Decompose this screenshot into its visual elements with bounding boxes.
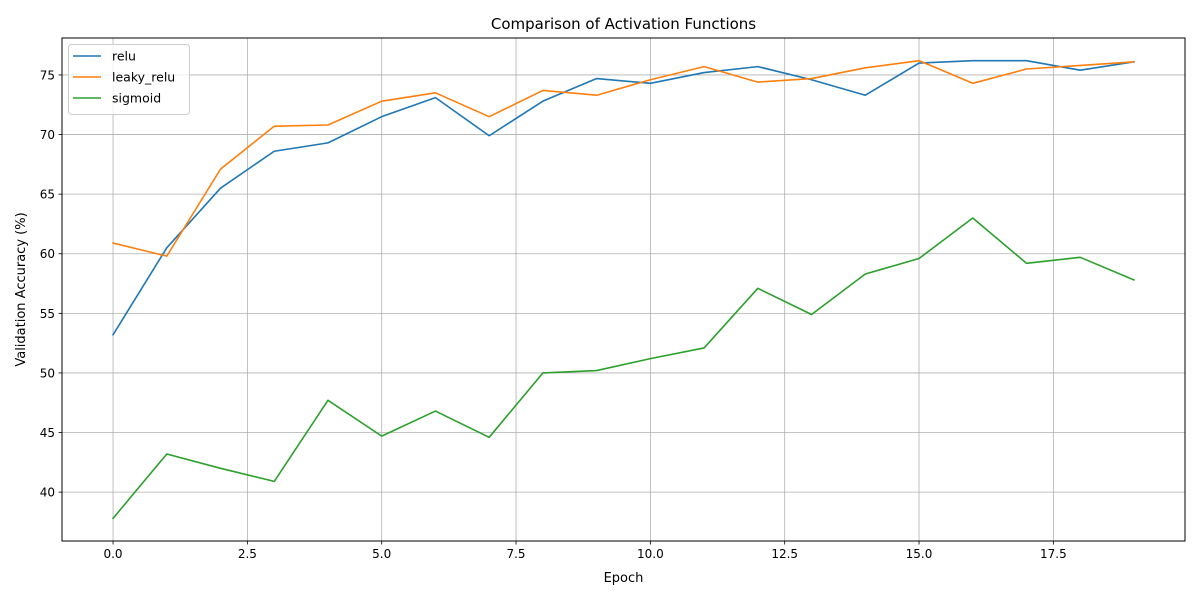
chart-title: Comparison of Activation Functions [491,15,756,33]
y-axis-label: Validation Accuracy (%) [14,212,29,366]
x-tick-label: 12.5 [771,547,798,561]
axis-ticks: 0.0 2.5 5.0 7.5 10.0 12.5 15.0 17.5 40 45 50 55 60 65… [40,68,1067,561]
legend-label-sigmoid: sigmoid [112,91,161,106]
y-tick-label: 60 [40,247,55,261]
grid [62,38,1185,541]
x-tick-label: 10.0 [637,547,664,561]
series-line-relu [111,59,1135,336]
y-tick-label: 45 [40,426,55,440]
y-tick-label: 75 [40,68,55,82]
y-tick-label: 55 [40,307,55,321]
series-lines [111,59,1135,520]
x-tick-label: 5.0 [372,547,391,561]
x-tick-label: 7.5 [506,547,525,561]
legend-box [68,44,190,115]
series-line-leaky-relu [112,59,1135,257]
y-tick-label: 65 [40,188,55,202]
x-tick-label: 15.0 [906,547,933,561]
plot-frame [61,37,1186,542]
x-axis-label: Epoch [604,571,644,586]
x-tick-label: 17.5 [1040,547,1067,561]
legend-label-leaky-relu: leaky_relu [112,70,175,85]
y-tick-label: 70 [40,128,55,142]
legend-label-relu: relu [112,49,136,64]
y-tick-label: 50 [40,366,55,380]
y-tick-label: 40 [40,486,55,500]
x-tick-label: 2.5 [238,547,257,561]
series-line-sigmoid [111,217,1135,520]
x-tick-label: 0.0 [103,547,122,561]
